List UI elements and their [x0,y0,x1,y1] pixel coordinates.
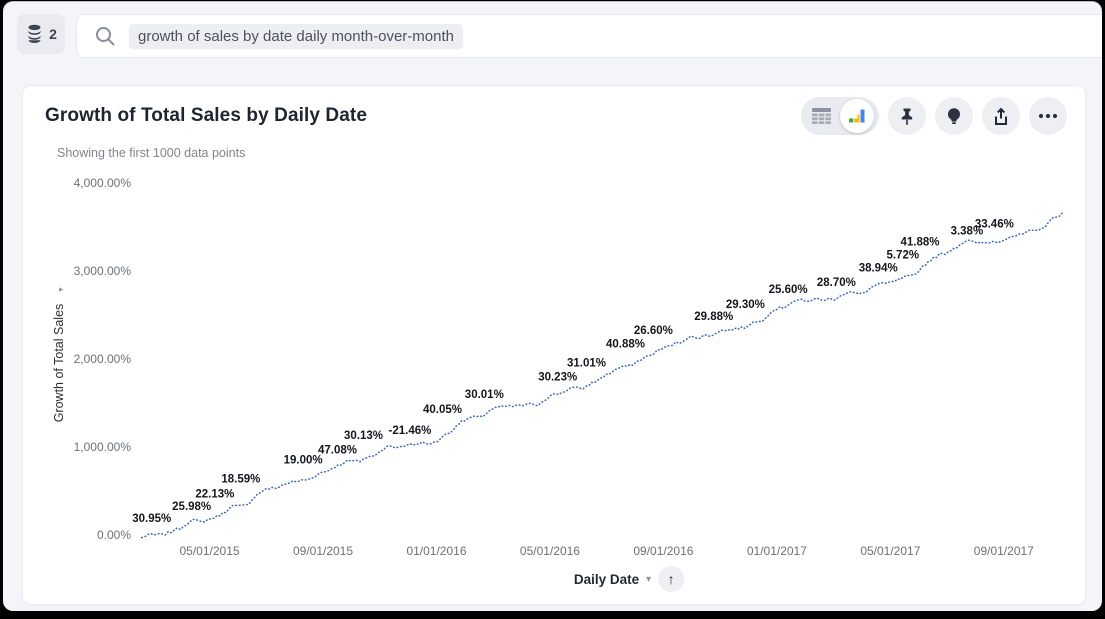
data-point-label: 30.01% [465,389,504,401]
view-toggle [801,97,879,135]
data-point-label: 30.95% [132,513,171,525]
data-point-label: 26.60% [634,325,673,337]
data-point-label: 40.88% [606,339,645,351]
lightbulb-icon [948,107,960,124]
data-point-label: 40.05% [423,404,462,416]
share-icon [995,107,1007,125]
chart-view-icon [849,109,865,123]
chart-view-button[interactable] [840,99,874,133]
y-axis-caret-icon[interactable]: ▸ [59,284,64,294]
chart-subtitle: Showing the first 1000 data points [57,146,246,160]
table-view-icon [812,108,831,124]
x-axis-label[interactable]: Daily Date [573,571,640,587]
y-tick-label: 3,000.00% [74,264,132,278]
data-point-label: 38.94% [859,262,898,274]
y-tick-label: 4,000.00% [74,176,132,190]
data-point-label: 30.23% [538,371,577,383]
axis-swap-button[interactable]: ↑ [658,566,685,592]
share-button[interactable] [982,97,1020,135]
data-point-label: 25.98% [172,501,211,513]
data-point-label: 29.30% [726,299,765,311]
data-point-label: 47.08% [318,445,357,457]
data-point-label: 30.13% [344,430,383,442]
more-button[interactable] [1029,97,1067,135]
chevron-down-icon[interactable]: ▾ [646,573,652,585]
growth-line-chart: 0.00% 1,000.00% 2,000.00% 3,000.00% 4,000.00… [52,176,1065,558]
search-bar[interactable]: growth of sales by date daily month-over… [76,14,1102,58]
data-point-label: 31.01% [567,357,606,369]
data-point-label: 18.59% [221,473,260,485]
search-icon [96,27,115,46]
x-tick-label: 05/01/2016 [520,544,580,558]
data-source-count: 2 [49,26,57,42]
x-tick-label: 05/01/2015 [180,544,240,558]
pin-icon [901,108,913,125]
card-toolbar [801,97,1067,135]
insights-button[interactable] [935,97,973,135]
data-source-button[interactable]: 2 [17,14,65,54]
x-tick-label: 09/01/2017 [974,544,1034,558]
x-axis-control: Daily Date ▾ ↑ [23,566,1085,592]
search-query-token[interactable]: growth of sales by date daily month-over… [129,23,463,49]
pin-button[interactable] [888,97,926,135]
table-view-button[interactable] [803,99,840,133]
y-axis-title[interactable]: Growth of Total Sales [52,304,66,423]
arrow-up-icon: ↑ [667,571,675,587]
data-point-label: 41.88% [900,236,939,248]
data-point-label: 3.38% [951,226,984,238]
x-tick-label: 05/01/2017 [860,544,920,558]
x-tick-label: 01/01/2017 [747,544,807,558]
y-tick-label: 2,000.00% [74,352,132,366]
data-point-label: 5.72% [886,249,919,261]
trend-line [140,210,1065,539]
chart-title: Growth of Total Sales by Daily Date [45,105,367,126]
x-tick-label: 01/01/2016 [406,544,466,558]
x-tick-label: 09/01/2015 [293,544,353,558]
data-point-label: 28.70% [817,277,856,289]
y-tick-label: 1,000.00% [74,440,132,454]
y-tick-label: 0.00% [97,528,131,542]
data-point-label: 19.00% [284,455,323,467]
data-point-label: 22.13% [195,488,234,500]
more-icon [1038,113,1058,119]
data-point-label: 25.60% [769,284,808,296]
database-icon [28,24,41,43]
topbar: 2 growth of sales by date daily month-ov… [3,2,1102,66]
x-tick-label: 09/01/2016 [633,544,693,558]
data-point-label: 33.46% [975,219,1014,231]
answer-card: Growth of Total Sales by Daily Date Show… [23,86,1085,604]
data-point-label: 29.88% [694,311,733,323]
chart-area: 0.00% 1,000.00% 2,000.00% 3,000.00% 4,000.00… [23,152,1085,570]
app-window: 2 growth of sales by date daily month-ov… [3,1,1102,611]
data-point-label: -21.46% [389,425,432,437]
